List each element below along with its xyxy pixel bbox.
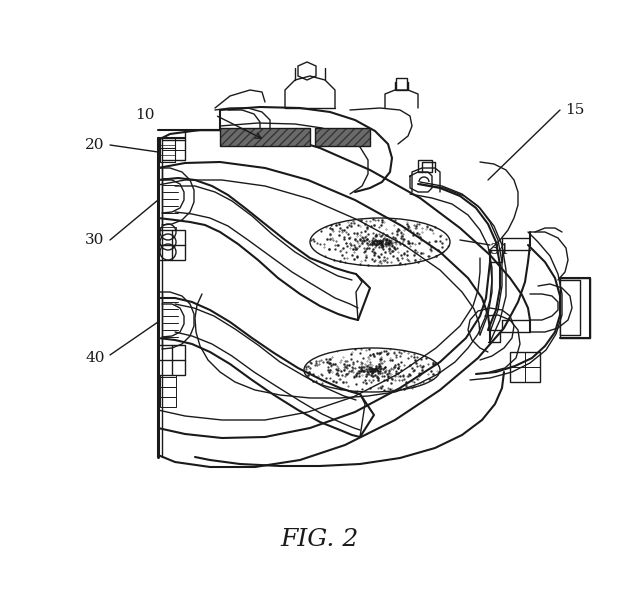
Polygon shape bbox=[160, 227, 176, 237]
Polygon shape bbox=[160, 345, 176, 355]
Polygon shape bbox=[298, 62, 316, 80]
Bar bbox=[220, 128, 310, 146]
Polygon shape bbox=[418, 160, 432, 172]
Text: 30: 30 bbox=[85, 233, 105, 247]
Polygon shape bbox=[158, 230, 185, 260]
Text: 40: 40 bbox=[85, 351, 105, 365]
Polygon shape bbox=[396, 78, 407, 90]
Text: FIG. 2: FIG. 2 bbox=[281, 529, 359, 551]
Polygon shape bbox=[560, 278, 590, 338]
Polygon shape bbox=[560, 280, 580, 335]
Polygon shape bbox=[160, 237, 176, 247]
Polygon shape bbox=[160, 138, 175, 152]
Text: 15: 15 bbox=[565, 103, 585, 117]
Bar bbox=[315, 128, 370, 146]
Polygon shape bbox=[160, 387, 176, 397]
Polygon shape bbox=[160, 367, 176, 377]
Text: 34: 34 bbox=[490, 243, 509, 257]
Text: 10: 10 bbox=[135, 108, 155, 122]
Polygon shape bbox=[160, 357, 176, 367]
Bar bbox=[315, 128, 370, 146]
Polygon shape bbox=[160, 377, 176, 387]
Polygon shape bbox=[160, 397, 176, 407]
Polygon shape bbox=[160, 247, 176, 257]
Polygon shape bbox=[510, 352, 540, 382]
Polygon shape bbox=[160, 148, 175, 162]
Text: 20: 20 bbox=[85, 138, 105, 152]
Polygon shape bbox=[158, 345, 185, 375]
Bar bbox=[220, 128, 310, 146]
